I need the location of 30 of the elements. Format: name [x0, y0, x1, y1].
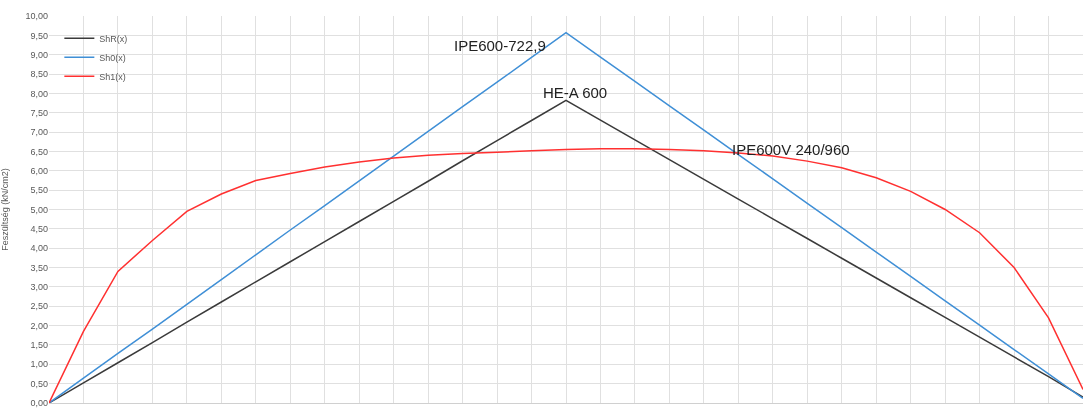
y-tick-label: 3,00 — [30, 282, 48, 293]
annotation: IPE600V 240/960 — [732, 141, 850, 158]
y-tick-label: 1,00 — [30, 359, 48, 370]
annotation: HE-A 600 — [543, 84, 608, 101]
legend-label: Sh0(x) — [99, 52, 126, 63]
y-tick-label: 6,00 — [30, 165, 48, 176]
y-tick-label: 8,00 — [30, 88, 48, 99]
y-tick-label: 0,50 — [30, 378, 48, 389]
y-tick-label: 2,00 — [30, 320, 48, 331]
y-tick-label: 5,50 — [30, 185, 48, 196]
line-series — [49, 31, 1083, 403]
y-axis-title: Feszültség (kN/cm2) — [0, 168, 10, 251]
legend-label: Sh1(x) — [99, 71, 126, 82]
y-tick-label: 1,50 — [30, 340, 48, 351]
y-tick-label: 8,50 — [30, 69, 48, 80]
annotation: IPE600-722,9 — [454, 37, 546, 54]
y-tick-label: 6,50 — [30, 146, 48, 157]
y-tick-label: 4,00 — [30, 243, 48, 254]
y-tick-label: 4,50 — [30, 224, 48, 234]
line-series — [49, 99, 1083, 403]
y-tick-label: 9,50 — [30, 30, 48, 41]
y-tick-label: 3,50 — [30, 262, 48, 273]
y-tick-label: 7,00 — [30, 127, 48, 138]
y-tick-label: 10,00 — [25, 11, 48, 22]
y-tick-label: 7,50 — [30, 107, 48, 118]
y-tick-label: 5,00 — [30, 204, 48, 215]
y-tick-label: 0,00 — [30, 398, 48, 409]
legend-label: ShR(x) — [99, 33, 128, 44]
y-tick-label: 2,50 — [30, 301, 48, 312]
y-tick-label: 9,00 — [30, 49, 48, 60]
